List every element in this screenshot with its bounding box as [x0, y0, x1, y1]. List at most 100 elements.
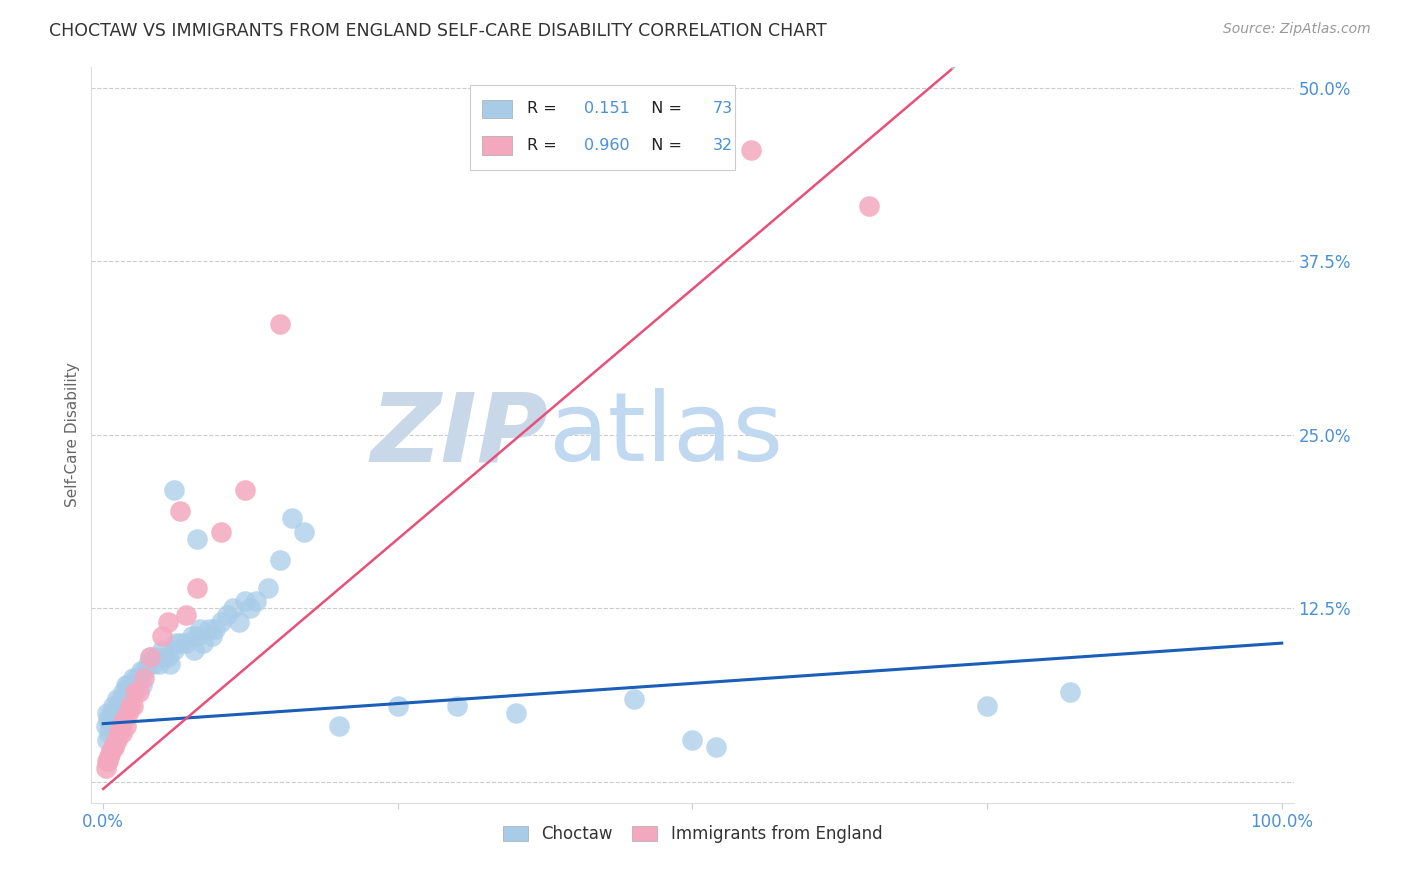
- Point: [139, 650, 162, 665]
- Point: [139, 650, 162, 665]
- Text: 32: 32: [713, 138, 733, 153]
- Point: [148, 657, 170, 671]
- Point: [228, 615, 250, 630]
- Point: [180, 629, 202, 643]
- Point: [96, 706, 118, 720]
- Point: [163, 643, 186, 657]
- Point: [704, 740, 727, 755]
- Point: [201, 629, 224, 643]
- Point: [188, 622, 211, 636]
- Point: [117, 678, 139, 692]
- Point: [292, 524, 315, 539]
- Point: [150, 629, 173, 643]
- Point: [222, 601, 245, 615]
- Point: [681, 733, 703, 747]
- Point: [156, 650, 179, 665]
- Point: [100, 706, 122, 720]
- Point: [98, 750, 121, 764]
- Point: [198, 622, 221, 636]
- Point: [150, 643, 173, 657]
- Point: [174, 608, 197, 623]
- Point: [114, 719, 136, 733]
- Point: [118, 684, 141, 698]
- Point: [98, 726, 121, 740]
- Point: [215, 608, 238, 623]
- Point: [105, 706, 128, 720]
- Point: [159, 657, 181, 671]
- Point: [446, 698, 468, 713]
- Point: [165, 636, 187, 650]
- Point: [858, 199, 880, 213]
- Point: [239, 601, 262, 615]
- Point: [94, 761, 117, 775]
- Point: [103, 740, 125, 755]
- Point: [98, 719, 121, 733]
- Bar: [482, 100, 512, 118]
- Point: [96, 733, 118, 747]
- Point: [153, 650, 176, 665]
- Point: [112, 713, 135, 727]
- Point: [204, 622, 226, 636]
- Point: [186, 581, 208, 595]
- Point: [134, 664, 156, 678]
- Point: [186, 629, 208, 643]
- Point: [98, 747, 121, 762]
- Point: [112, 691, 135, 706]
- Point: [623, 691, 645, 706]
- Point: [120, 678, 143, 692]
- Point: [281, 511, 304, 525]
- Point: [129, 664, 152, 678]
- Point: [1059, 684, 1081, 698]
- Point: [233, 483, 256, 498]
- Point: [245, 594, 267, 608]
- Y-axis label: Self-Care Disability: Self-Care Disability: [65, 362, 80, 508]
- Point: [156, 615, 179, 630]
- Point: [112, 684, 135, 698]
- Point: [115, 698, 138, 713]
- Point: [111, 698, 134, 713]
- Point: [976, 698, 998, 713]
- Point: [124, 684, 146, 698]
- Point: [101, 740, 124, 755]
- Text: 73: 73: [713, 102, 733, 116]
- Point: [94, 719, 117, 733]
- Point: [163, 483, 186, 498]
- Point: [136, 657, 159, 671]
- Point: [104, 736, 127, 750]
- Point: [105, 691, 128, 706]
- Point: [110, 691, 132, 706]
- Point: [209, 615, 232, 630]
- Point: [169, 504, 191, 518]
- Point: [120, 698, 142, 713]
- Point: [269, 317, 291, 331]
- FancyBboxPatch shape: [470, 86, 734, 170]
- Text: 0.960: 0.960: [585, 138, 630, 153]
- Point: [269, 553, 291, 567]
- Text: N =: N =: [641, 138, 688, 153]
- Point: [107, 698, 129, 713]
- Point: [100, 744, 122, 758]
- Text: ZIP: ZIP: [370, 388, 548, 482]
- Bar: [482, 136, 512, 155]
- Point: [96, 754, 118, 768]
- Point: [134, 671, 156, 685]
- Point: [183, 643, 205, 657]
- Point: [128, 671, 150, 685]
- Point: [257, 581, 280, 595]
- Point: [142, 657, 165, 671]
- Point: [111, 726, 134, 740]
- Point: [108, 706, 131, 720]
- Legend: Choctaw, Immigrants from England: Choctaw, Immigrants from England: [496, 818, 889, 850]
- Point: [505, 706, 527, 720]
- Text: atlas: atlas: [548, 388, 783, 482]
- Point: [125, 671, 148, 685]
- Point: [740, 143, 762, 157]
- Point: [117, 706, 139, 720]
- Point: [145, 650, 167, 665]
- Point: [209, 524, 232, 539]
- Point: [121, 671, 143, 685]
- Point: [131, 678, 153, 692]
- Point: [110, 719, 132, 733]
- Point: [387, 698, 409, 713]
- Point: [97, 713, 120, 727]
